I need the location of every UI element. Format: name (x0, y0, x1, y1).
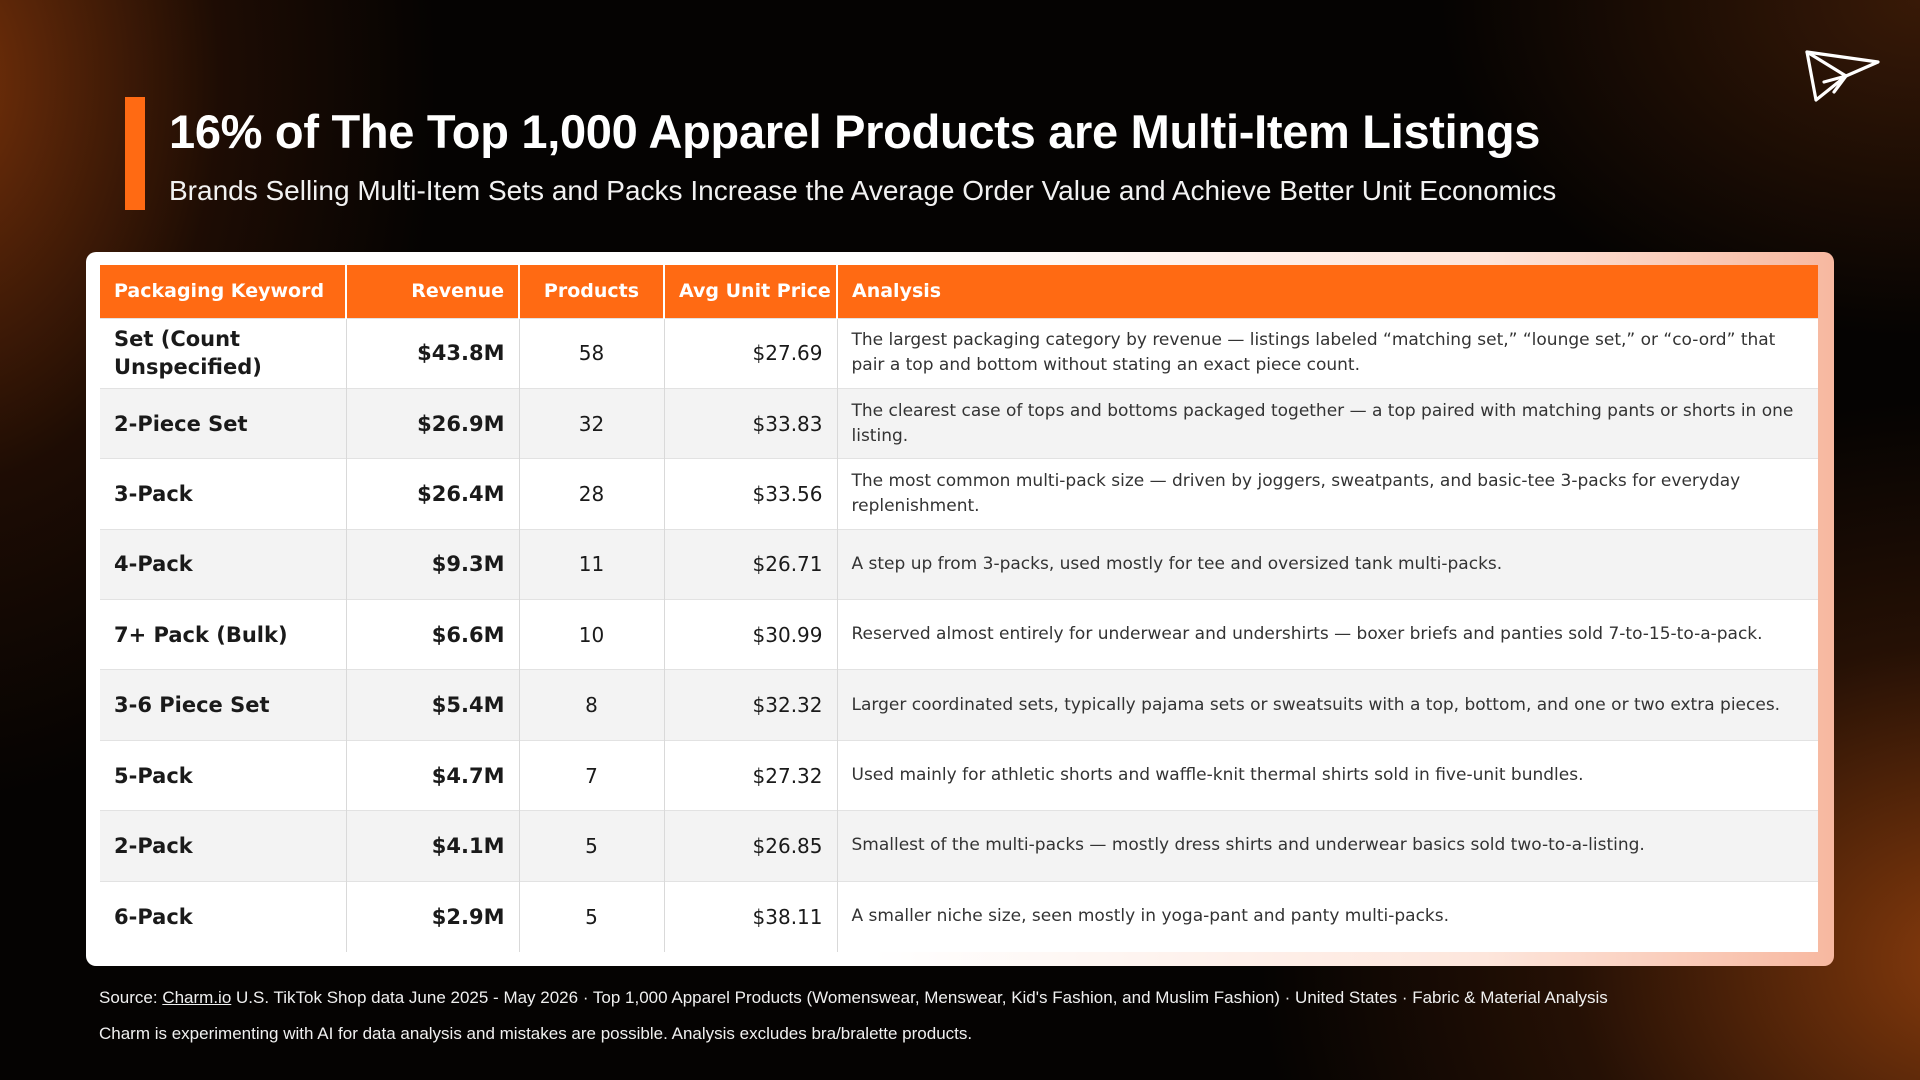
products-cell: 28 (518, 458, 664, 530)
analysis-cell: Larger coordinated sets, typically pajam… (836, 669, 1818, 741)
table-row: 2-Piece Set $26.9M 32 $33.83 The cleares… (100, 387, 1818, 459)
products-cell: 5 (518, 810, 664, 882)
analysis-cell: The largest packaging category by revenu… (836, 317, 1818, 389)
table-row: 2-Pack $4.1M 5 $26.85 Smallest of the mu… (100, 810, 1818, 882)
analysis-cell: Smallest of the multi-packs — mostly dre… (836, 810, 1818, 882)
source-prefix: Source: (99, 988, 163, 1007)
column-header-products: Products (518, 265, 664, 318)
paper-plane-icon (1805, 50, 1880, 102)
avg-unit-price-cell: $27.69 (663, 317, 837, 389)
packaging-keyword-cell: 3-Pack (100, 458, 346, 530)
table-row: 4-Pack $9.3M 11 $26.71 A step up from 3-… (100, 528, 1818, 600)
avg-unit-price-cell: $32.32 (663, 669, 837, 741)
products-cell: 8 (518, 669, 664, 741)
avg-unit-price-cell: $26.85 (663, 810, 837, 882)
table-row: 3-6 Piece Set $5.4M 8 $32.32 Larger coor… (100, 669, 1818, 741)
analysis-cell: A step up from 3-packs, used mostly for … (836, 528, 1818, 600)
table-row: 6-Pack $2.9M 5 $38.11 A smaller niche si… (100, 880, 1818, 952)
revenue-cell: $6.6M (345, 599, 519, 670)
avg-unit-price-cell: $26.71 (663, 528, 837, 600)
source-text: U.S. TikTok Shop data June 2025 - May 20… (231, 988, 1608, 1007)
disclaimer-note: Charm is experimenting with AI for data … (99, 1024, 973, 1043)
products-cell: 7 (518, 739, 664, 811)
column-header-avg-unit-price: Avg Unit Price (663, 265, 837, 318)
revenue-cell: $4.1M (345, 810, 519, 882)
column-header-analysis: Analysis (836, 265, 1818, 318)
revenue-cell: $26.9M (345, 387, 519, 459)
column-header-packaging-keyword: Packaging Keyword (100, 265, 346, 318)
avg-unit-price-cell: $33.56 (663, 458, 837, 530)
products-cell: 58 (518, 317, 664, 389)
products-cell: 11 (518, 528, 664, 600)
products-cell: 10 (518, 599, 664, 670)
revenue-cell: $4.7M (345, 739, 519, 811)
analysis-cell: Reserved almost entirely for underwear a… (836, 599, 1818, 670)
source-link[interactable]: Charm.io (162, 988, 232, 1007)
packaging-table: Packaging Keyword Revenue Products Avg U… (100, 265, 1818, 952)
packaging-keyword-cell: 6-Pack (100, 880, 346, 952)
revenue-cell: $26.4M (345, 458, 519, 530)
revenue-cell: $43.8M (345, 317, 519, 389)
revenue-cell: $5.4M (345, 669, 519, 741)
title-accent-bar (125, 97, 145, 210)
table-row: 5-Pack $4.7M 7 $27.32 Used mainly for at… (100, 739, 1818, 811)
avg-unit-price-cell: $38.11 (663, 880, 837, 952)
table-card: Packaging Keyword Revenue Products Avg U… (86, 252, 1834, 966)
analysis-cell: A smaller niche size, seen mostly in yog… (836, 880, 1818, 952)
packaging-keyword-cell: 2-Piece Set (100, 387, 346, 459)
source-note: Source: Charm.io U.S. TikTok Shop data J… (99, 987, 1879, 1009)
table-row: 3-Pack $26.4M 28 $33.56 The most common … (100, 458, 1818, 530)
analysis-cell: The clearest case of tops and bottoms pa… (836, 387, 1818, 459)
avg-unit-price-cell: $33.83 (663, 387, 837, 459)
products-cell: 32 (518, 387, 664, 459)
column-header-revenue: Revenue (345, 265, 519, 318)
packaging-keyword-cell: Set (Count Unspecified) (100, 317, 346, 389)
table-header-row: Packaging Keyword Revenue Products Avg U… (100, 265, 1818, 318)
page-title: 16% of The Top 1,000 Apparel Products ar… (169, 105, 1541, 158)
revenue-cell: $2.9M (345, 880, 519, 952)
packaging-keyword-cell: 3-6 Piece Set (100, 669, 346, 741)
avg-unit-price-cell: $30.99 (663, 599, 837, 670)
table-row: 7+ Pack (Bulk) $6.6M 10 $30.99 Reserved … (100, 599, 1818, 670)
page-subtitle: Brands Selling Multi-Item Sets and Packs… (169, 175, 1557, 206)
analysis-cell: The most common multi-pack size — driven… (836, 458, 1818, 530)
packaging-keyword-cell: 5-Pack (100, 739, 346, 811)
packaging-keyword-cell: 4-Pack (100, 528, 346, 600)
avg-unit-price-cell: $27.32 (663, 739, 837, 811)
packaging-keyword-cell: 2-Pack (100, 810, 346, 882)
packaging-keyword-cell: 7+ Pack (Bulk) (100, 599, 346, 670)
products-cell: 5 (518, 880, 664, 952)
revenue-cell: $9.3M (345, 528, 519, 600)
analysis-cell: Used mainly for athletic shorts and waff… (836, 739, 1818, 811)
table-row: Set (Count Unspecified) $43.8M 58 $27.69… (100, 317, 1818, 389)
